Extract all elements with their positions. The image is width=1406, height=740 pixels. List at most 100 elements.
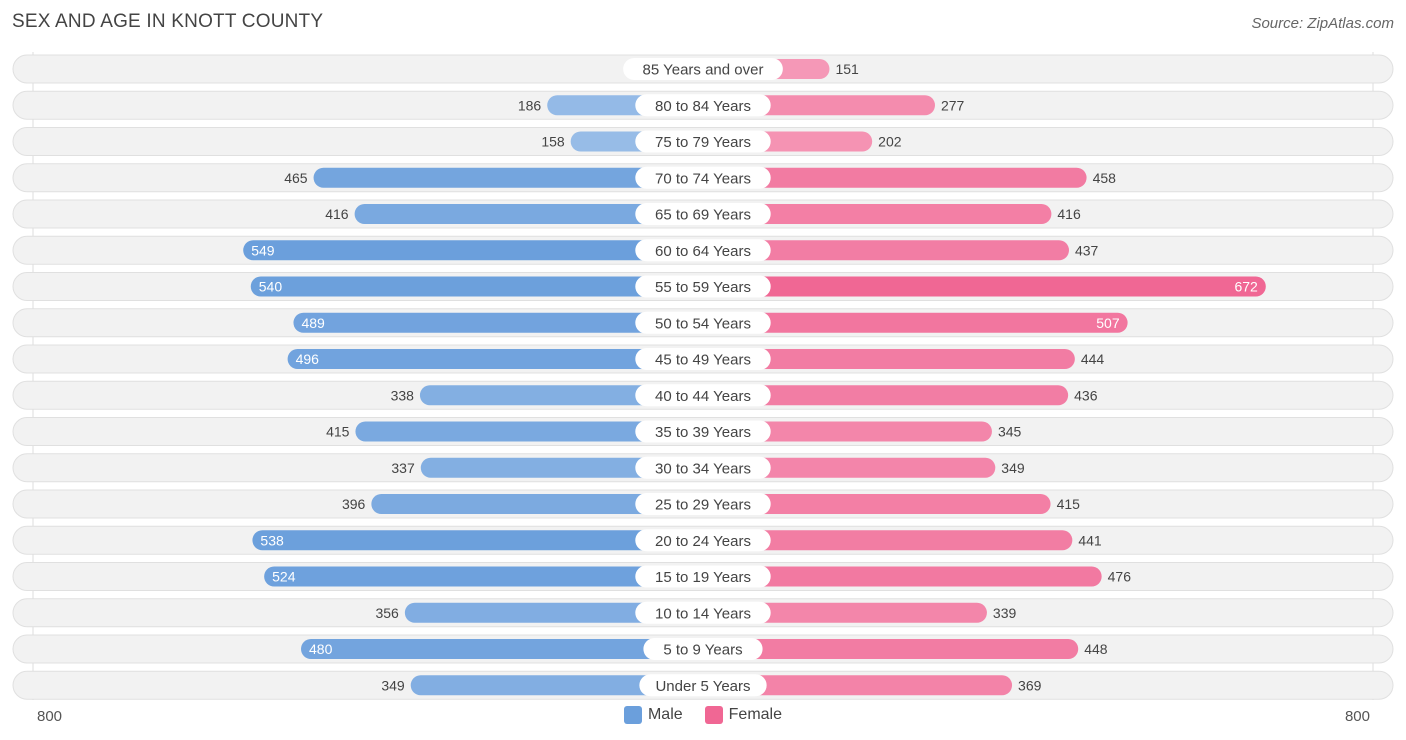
category-label: 30 to 34 Years bbox=[655, 460, 751, 477]
category-label-pill bbox=[635, 348, 771, 370]
female-bar bbox=[703, 530, 1073, 551]
female-value-label: 369 bbox=[1018, 677, 1042, 693]
male-bar bbox=[252, 530, 704, 551]
female-value-label: 202 bbox=[878, 134, 902, 150]
category-label: 20 to 24 Years bbox=[655, 533, 751, 550]
category-label-pill bbox=[635, 275, 771, 298]
male-value-label: 496 bbox=[296, 351, 320, 367]
female-bar bbox=[703, 167, 1087, 188]
male-value-label: 549 bbox=[251, 242, 275, 258]
category-label-pill bbox=[635, 311, 771, 334]
category-label-pill bbox=[635, 166, 771, 189]
category-label: 40 to 44 Years bbox=[655, 388, 751, 405]
category-label-pill bbox=[635, 94, 771, 117]
female-value-label: 415 bbox=[1057, 496, 1081, 512]
male-bar bbox=[287, 349, 703, 369]
category-label-pill bbox=[643, 638, 763, 660]
category-label: 50 to 54 Years bbox=[655, 315, 751, 332]
category-label: 5 to 9 Years bbox=[663, 642, 742, 659]
category-label-pill bbox=[635, 203, 771, 225]
female-bar bbox=[703, 276, 1266, 297]
male-value-label: 480 bbox=[309, 641, 333, 657]
female-value-label: 339 bbox=[993, 605, 1017, 621]
female-bar bbox=[703, 566, 1102, 587]
female-bar bbox=[703, 312, 1128, 333]
category-label: 45 to 49 Years bbox=[655, 352, 751, 369]
male-value-label: 186 bbox=[518, 97, 542, 113]
male-value-label: 349 bbox=[381, 677, 405, 693]
female-value-label: 444 bbox=[1081, 351, 1105, 367]
female-value-label: 507 bbox=[1096, 315, 1120, 331]
female-bar bbox=[703, 639, 1079, 659]
category-label: 35 to 39 Years bbox=[655, 424, 751, 441]
male-value-label: 338 bbox=[391, 387, 415, 403]
category-label-pill bbox=[635, 493, 771, 515]
legend-swatch-female bbox=[704, 706, 723, 724]
male-bar bbox=[371, 494, 703, 514]
category-label: 15 to 19 Years bbox=[655, 569, 751, 586]
male-value-label: 356 bbox=[375, 605, 399, 621]
category-label-pill bbox=[635, 420, 771, 443]
legend-label-male: Male bbox=[647, 706, 683, 723]
female-value-label: 349 bbox=[1001, 460, 1025, 476]
female-value-label: 448 bbox=[1084, 641, 1108, 657]
male-bar bbox=[243, 240, 703, 261]
male-value-label: 415 bbox=[326, 424, 350, 440]
female-bar bbox=[703, 240, 1069, 261]
male-value-label: 337 bbox=[391, 460, 415, 476]
category-label: 85 Years and over bbox=[643, 62, 764, 79]
female-bar bbox=[703, 457, 996, 478]
male-value-label: 396 bbox=[342, 496, 366, 512]
category-label-pill bbox=[635, 601, 771, 624]
category-label-pill bbox=[635, 130, 771, 153]
male-bar bbox=[301, 639, 703, 659]
female-bar bbox=[703, 204, 1052, 224]
female-bar bbox=[703, 421, 992, 442]
legend-item-female[interactable]: Female bbox=[704, 706, 783, 724]
male-bar bbox=[420, 457, 703, 478]
male-value-label: 489 bbox=[301, 315, 325, 331]
female-value-label: 476 bbox=[1108, 569, 1132, 585]
male-bar bbox=[250, 276, 703, 297]
category-label: 10 to 14 Years bbox=[655, 605, 751, 622]
category-label: 80 to 84 Years bbox=[655, 98, 751, 115]
female-value-label: 441 bbox=[1078, 532, 1102, 548]
category-label: 25 to 29 Years bbox=[655, 497, 751, 514]
male-bar bbox=[355, 421, 703, 442]
female-value-label: 345 bbox=[998, 424, 1022, 440]
category-label: 75 to 79 Years bbox=[655, 134, 751, 151]
axis-right-max-label: 800 bbox=[1344, 708, 1370, 725]
chart-title: SEX AND AGE IN KNOTT COUNTY bbox=[12, 11, 324, 32]
legend-swatch-male bbox=[623, 706, 642, 724]
category-label: Under 5 Years bbox=[655, 678, 750, 695]
male-bar bbox=[313, 167, 703, 188]
female-value-label: 672 bbox=[1234, 279, 1258, 295]
male-bar bbox=[264, 566, 703, 587]
legend-item-male[interactable]: Male bbox=[623, 706, 683, 724]
male-value-label: 416 bbox=[325, 206, 349, 222]
female-bar bbox=[703, 494, 1051, 514]
chart-source: Source: ZipAtlas.com bbox=[1251, 15, 1394, 32]
male-value-label: 465 bbox=[284, 170, 308, 186]
category-label-pill bbox=[635, 456, 771, 479]
male-value-label: 158 bbox=[541, 134, 565, 150]
axis-left-max-label: 800 bbox=[37, 708, 63, 725]
male-bar bbox=[293, 312, 703, 333]
category-label-pill bbox=[639, 674, 767, 697]
category-label-pill bbox=[635, 239, 771, 262]
female-bar bbox=[703, 385, 1069, 406]
male-bar bbox=[404, 602, 703, 623]
male-bar bbox=[354, 204, 703, 224]
female-value-label: 436 bbox=[1074, 387, 1098, 403]
category-label-pill bbox=[623, 58, 783, 80]
legend-label-female: Female bbox=[728, 706, 783, 723]
female-value-label: 437 bbox=[1075, 242, 1099, 258]
female-bar bbox=[703, 602, 987, 623]
female-value-label: 416 bbox=[1057, 206, 1081, 222]
female-value-label: 151 bbox=[835, 61, 859, 77]
male-value-label: 524 bbox=[272, 569, 296, 585]
category-label: 65 to 69 Years bbox=[655, 207, 751, 224]
category-label-pill bbox=[635, 529, 771, 552]
male-bar bbox=[410, 675, 703, 696]
